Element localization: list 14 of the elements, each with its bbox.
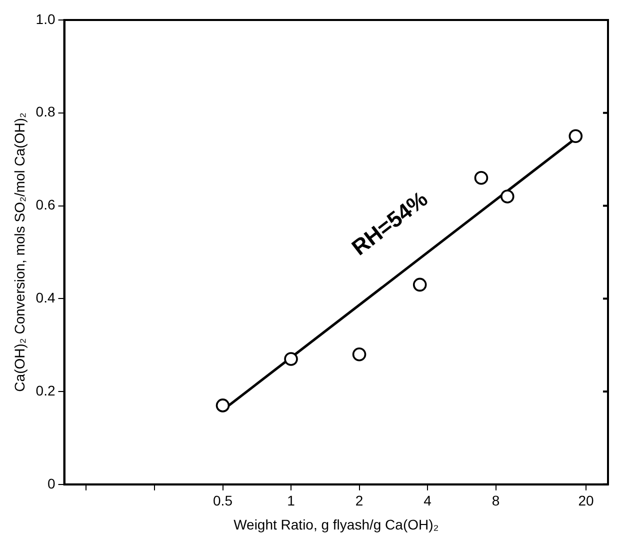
y-tick-label: 1.0 xyxy=(36,10,56,27)
x-tick-label: 1 xyxy=(287,492,296,509)
x-tick-label: 2 xyxy=(355,492,364,509)
x-tick-label: 0.5 xyxy=(213,492,233,509)
y-tick-label: 0.6 xyxy=(36,196,56,213)
y-tick-label: 0.8 xyxy=(36,104,56,120)
x-tick-label: 4 xyxy=(424,492,432,509)
x-tick-label: 20 xyxy=(578,492,594,509)
y-axis-title: Ca(OH)₂ Conversion, mols SO₂/mol Ca(OH)₂ xyxy=(11,112,28,392)
y-tick-label: 0.4 xyxy=(36,290,56,306)
y-tick-label: 0.2 xyxy=(36,382,56,398)
x-axis-title: Weight Ratio, g flyash/g Ca(OH)₂ xyxy=(234,516,439,532)
y-tick-label: 0 xyxy=(47,475,56,492)
x-tick-label: 8 xyxy=(492,492,500,509)
